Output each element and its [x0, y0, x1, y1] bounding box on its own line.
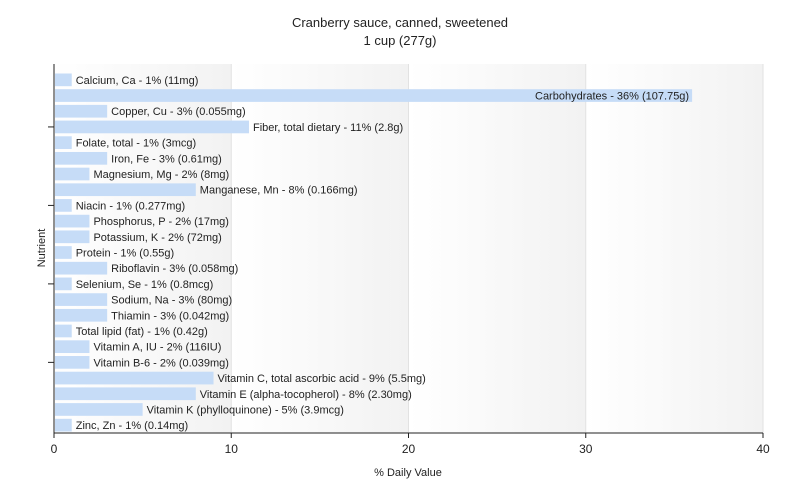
bar-label: Carbohydrates - 36% (107.75g) [535, 91, 689, 103]
bar-label: Vitamin C, total ascorbic acid - 9% (5.5… [218, 373, 426, 385]
x-tick-label: 10 [225, 442, 239, 456]
bar [55, 418, 72, 432]
bar [55, 308, 108, 322]
background-band [231, 64, 409, 433]
x-tick-label: 0 [51, 442, 58, 456]
bar [55, 293, 108, 306]
bar [55, 356, 90, 369]
bar [55, 199, 72, 212]
bar [55, 230, 90, 244]
bar-label: Phosphorus, P - 2% (17mg) [93, 216, 229, 228]
bar [55, 151, 108, 165]
bar [55, 120, 249, 134]
bar-label: Vitamin E (alpha-tocopherol) - 8% (2.30m… [200, 389, 412, 401]
bar [55, 167, 90, 181]
bar-label: Vitamin A, IU - 2% (116IU) [93, 342, 221, 354]
bar-label: Vitamin B-6 - 2% (0.039mg) [93, 357, 229, 369]
bar-label: Selenium, Se - 1% (0.8mcg) [76, 279, 214, 291]
bar [55, 89, 693, 102]
bar-label: Riboflavin - 3% (0.058mg) [111, 263, 238, 275]
chart-title: Cranberry sauce, canned, sweetened [292, 15, 508, 30]
x-tick-label: 30 [579, 442, 593, 456]
y-ticks-group [48, 126, 54, 363]
bar-label: Thiamin - 3% (0.042mg) [111, 310, 229, 322]
bar [55, 371, 214, 385]
background-band [585, 64, 763, 433]
bar-label: Vitamin K (phylloquinone) - 5% (3.9mcg) [147, 404, 344, 416]
x-tick-label: 40 [756, 442, 770, 456]
bar [55, 387, 196, 401]
bar [55, 403, 143, 416]
x-ticks-group: 0 10 20 30 40 [51, 433, 770, 456]
bar-label: Copper, Cu - 3% (0.055mg) [111, 106, 246, 118]
bar [55, 214, 90, 228]
bar [55, 340, 90, 354]
bar-label: Fiber, total dietary - 11% (2.8g) [253, 122, 403, 134]
y-axis-label: Nutrient [36, 229, 48, 268]
bar-label: Sodium, Na - 3% (80mg) [111, 295, 232, 307]
bar-label: Magnesium, Mg - 2% (8mg) [93, 169, 229, 181]
chart-subtitle: 1 cup (277g) [364, 33, 437, 48]
bar [55, 104, 108, 118]
bar-labels-group: Calcium, Ca - 1% (11mg) Carbohydrates - 3… [76, 75, 689, 432]
bar [55, 73, 72, 87]
bar-label: Folate, total - 1% (3mcg) [76, 138, 196, 150]
x-tick-label: 20 [402, 442, 416, 456]
bar-label: Potassium, K - 2% (72mg) [93, 232, 221, 244]
bar [55, 277, 72, 291]
bar-label: Total lipid (fat) - 1% (0.42g) [76, 326, 208, 338]
bar [55, 246, 72, 259]
x-axis-label: % Daily Value [374, 467, 442, 479]
background-band [408, 64, 586, 433]
bar-label: Iron, Fe - 3% (0.61mg) [111, 153, 222, 165]
bar [55, 136, 72, 149]
bar-label: Manganese, Mn - 8% (0.166mg) [200, 185, 358, 197]
bars-group [55, 73, 693, 432]
bar-label: Protein - 1% (0.55g) [76, 248, 174, 260]
bar [55, 324, 72, 338]
bar-label: Niacin - 1% (0.277mg) [76, 200, 185, 212]
bar [55, 261, 108, 275]
bar [55, 183, 196, 197]
bar-label: Zinc, Zn - 1% (0.14mg) [76, 420, 188, 432]
bar-label: Calcium, Ca - 1% (11mg) [76, 75, 199, 87]
